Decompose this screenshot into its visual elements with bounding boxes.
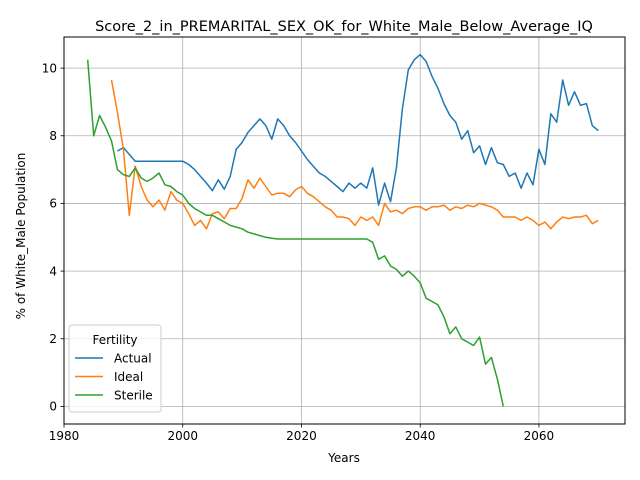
x-tick-label: 2040 bbox=[405, 429, 436, 443]
legend-title: Fertility bbox=[92, 333, 137, 347]
legend-entries: Actual Ideal Sterile bbox=[75, 351, 153, 402]
legend-label-ideal: Ideal bbox=[114, 370, 143, 384]
y-tick-label: 4 bbox=[49, 264, 57, 278]
x-tick-label: 1980 bbox=[49, 429, 80, 443]
legend-box bbox=[68, 324, 162, 413]
series-line-ideal bbox=[110, 79, 599, 230]
y-tick-label: 6 bbox=[49, 197, 57, 211]
y-tick-label: 2 bbox=[49, 332, 57, 346]
axis-ticks: 1980 2000 2020 2040 2060 0 2 4 6 8 10 bbox=[42, 61, 554, 443]
series-line-sterile bbox=[86, 59, 505, 407]
x-tick-label: 2000 bbox=[167, 429, 198, 443]
series-lines bbox=[86, 53, 599, 407]
plot-area-frame bbox=[63, 36, 626, 425]
chart-title: Score_2_in_PREMARITAL_SEX_OK_for_White_M… bbox=[95, 19, 593, 35]
legend-label-sterile: Sterile bbox=[114, 388, 153, 402]
y-tick-label: 10 bbox=[42, 61, 57, 75]
series-line-actual bbox=[117, 53, 599, 206]
x-tick-label: 2060 bbox=[524, 429, 555, 443]
x-axis-label: Years bbox=[327, 451, 360, 465]
x-tick-label: 2020 bbox=[286, 429, 317, 443]
y-tick-label: 0 bbox=[49, 400, 57, 414]
legend: Fertility Actual Ideal Sterile bbox=[68, 324, 162, 413]
y-axis-label: % of White_Male Population bbox=[14, 153, 28, 320]
y-tick-label: 8 bbox=[49, 129, 57, 143]
grid-lines bbox=[63, 37, 625, 424]
legend-label-actual: Actual bbox=[114, 351, 152, 365]
